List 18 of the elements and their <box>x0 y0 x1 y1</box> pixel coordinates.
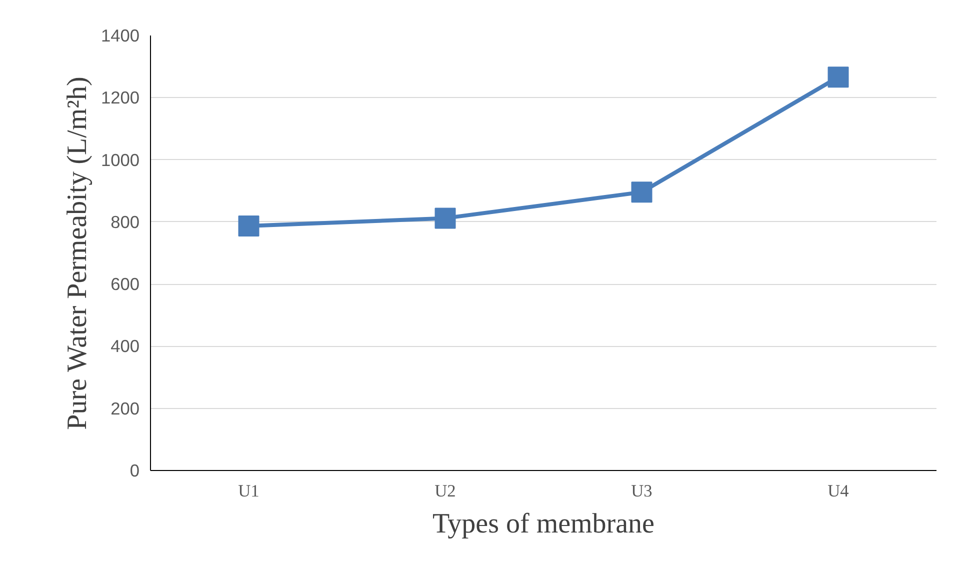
y-tick-label: 600 <box>110 274 140 294</box>
y-tick-label: 1400 <box>100 26 140 46</box>
y-tick-label: 200 <box>110 398 140 418</box>
y-tick-label: 1200 <box>100 88 140 108</box>
y-tick-label: 1000 <box>100 150 140 170</box>
point <box>828 66 849 88</box>
y-tick-label: 800 <box>110 212 140 232</box>
y-tick-label: 400 <box>110 336 140 356</box>
x-tick-label: U1 <box>238 482 260 500</box>
x-tick-label: U4 <box>828 482 850 500</box>
y-tick-label: 0 <box>130 460 140 480</box>
x-tick-label: U2 <box>434 482 456 500</box>
point <box>238 215 260 236</box>
point <box>434 208 456 229</box>
x-tick-label: U3 <box>631 482 652 500</box>
point <box>631 182 652 203</box>
y-axis-title: Pure Water Permeabity (L/m²h) <box>62 76 93 430</box>
x-axis-title: Types of membrane <box>432 508 654 540</box>
